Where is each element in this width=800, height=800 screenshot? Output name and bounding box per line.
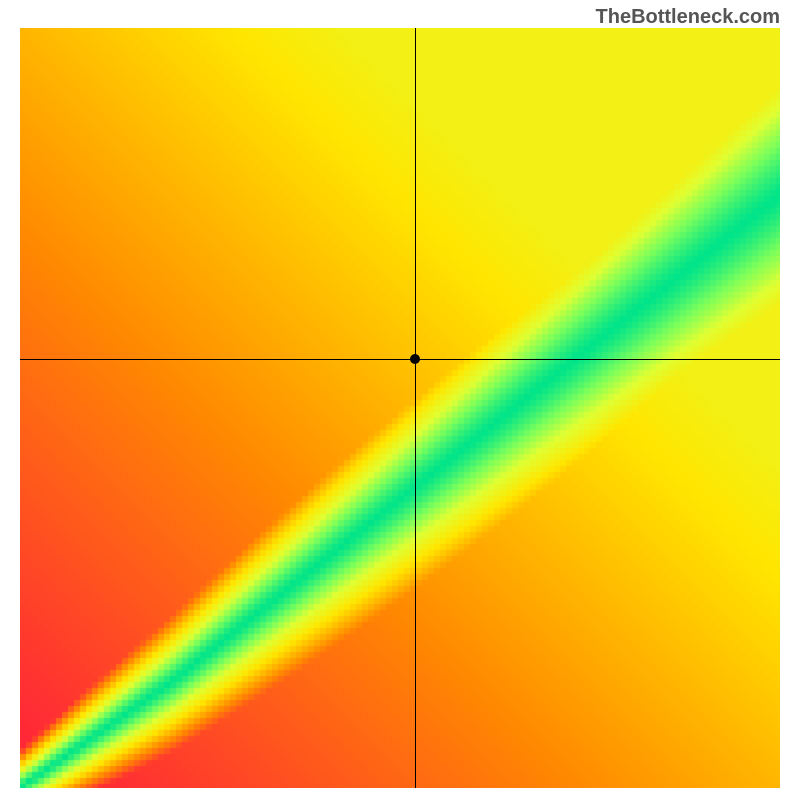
heatmap-plot — [20, 28, 780, 788]
heatmap-canvas — [20, 28, 780, 788]
watermark-text: TheBottleneck.com — [596, 6, 780, 29]
crosshair-vertical — [415, 28, 416, 788]
crosshair-marker — [410, 354, 420, 364]
crosshair-horizontal — [20, 359, 780, 360]
